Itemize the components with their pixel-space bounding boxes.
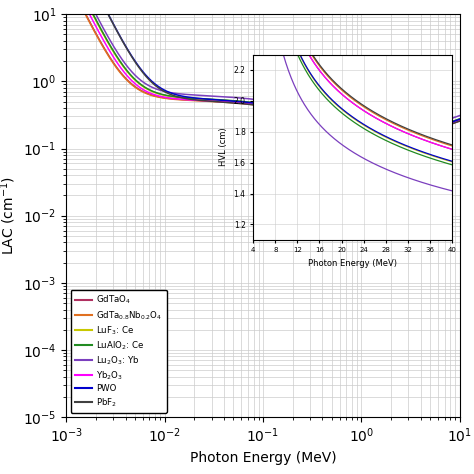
GdTa$_{0.8}$Nb$_{0.2}$O$_4$ <box>446 122 451 128</box>
Lu$_2$O$_3$: Yb: (10, 0.31): Yb: (10, 0.31) <box>457 113 463 118</box>
PWO <box>255 100 261 106</box>
Lu$_2$O$_3$: Yb: (7.69, 0.269): Yb: (7.69, 0.269) <box>446 117 451 122</box>
LuAlO$_2$: Ce: (10, 0.277): Ce: (10, 0.277) <box>457 116 463 122</box>
Line: Yb$_2$O$_3$: Yb$_2$O$_3$ <box>66 0 460 146</box>
PWO <box>457 117 463 122</box>
LuAlO$_2$: Ce: (0.0016, 15.6): Ce: (0.0016, 15.6) <box>83 0 89 4</box>
Line: GdTa$_{0.8}$Nb$_{0.2}$O$_4$: GdTa$_{0.8}$Nb$_{0.2}$O$_4$ <box>66 0 460 146</box>
PbF$_2$ <box>374 140 379 146</box>
GdTa$_{0.8}$Nb$_{0.2}$O$_4$ <box>446 122 451 128</box>
PbF$_2$ <box>446 122 451 128</box>
GdTaO$_4$ <box>446 122 451 128</box>
PbF$_2$ <box>457 118 463 124</box>
LuF$_3$: Ce: (0.0881, 0.47): Ce: (0.0881, 0.47) <box>255 100 261 106</box>
GdTaO$_4$ <box>245 101 250 107</box>
PbF$_2$ <box>391 143 396 149</box>
Line: GdTaO$_4$: GdTaO$_4$ <box>66 0 460 146</box>
PWO <box>374 138 379 144</box>
LuF$_3$: Ce: (0.069, 0.489): Ce: (0.069, 0.489) <box>245 100 250 105</box>
Yb$_2$O$_3$ <box>374 139 379 145</box>
Line: PbF$_2$: PbF$_2$ <box>66 0 460 146</box>
Y-axis label: LAC (cm$^{-1}$): LAC (cm$^{-1}$) <box>0 176 18 255</box>
Line: LuF$_3$: Ce: LuF$_3$: Ce <box>66 0 460 144</box>
GdTaO$_4$ <box>457 118 463 123</box>
Lu$_2$O$_3$: Yb: (7.65, 0.268): Yb: (7.65, 0.268) <box>446 117 451 123</box>
Yb$_2$O$_3$ <box>457 118 463 123</box>
LuAlO$_2$: Ce: (0.0881, 0.475): Ce: (0.0881, 0.475) <box>255 100 261 106</box>
Lu$_2$O$_3$: Yb: (1.41, 0.148): Yb: (1.41, 0.148) <box>374 134 379 140</box>
PbF$_2$ <box>446 122 451 128</box>
GdTaO$_4$ <box>83 13 89 18</box>
Yb$_2$O$_3$ <box>446 122 451 128</box>
PWO <box>245 100 250 105</box>
Line: LuAlO$_2$: Ce: LuAlO$_2$: Ce <box>66 0 460 144</box>
LuAlO$_2$: Ce: (7.65, 0.24): Ce: (7.65, 0.24) <box>446 120 451 126</box>
Yb$_2$O$_3$ <box>446 122 451 128</box>
Yb$_2$O$_3$ <box>391 143 396 148</box>
LuAlO$_2$: Ce: (2.11, 0.118): Ce: (2.11, 0.118) <box>391 141 396 146</box>
PbF$_2$ <box>255 102 261 108</box>
LuAlO$_2$: Ce: (7.69, 0.24): Ce: (7.69, 0.24) <box>446 120 451 126</box>
GdTaO$_4$ <box>374 139 379 145</box>
LuF$_3$: Ce: (7.69, 0.237): Ce: (7.69, 0.237) <box>446 120 451 126</box>
GdTaO$_4$ <box>446 122 451 128</box>
Legend: GdTaO$_4$, GdTa$_{0.8}$Nb$_{0.2}$O$_4$, LuF$_3$: Ce, LuAlO$_2$: Ce, Lu$_2$O$_3$:: GdTaO$_4$, GdTa$_{0.8}$Nb$_{0.2}$O$_4$, … <box>71 290 167 413</box>
PWO <box>446 120 451 126</box>
GdTa$_{0.8}$Nb$_{0.2}$O$_4$ <box>245 101 250 107</box>
LuF$_3$: Ce: (0.0016, 15.1): Ce: (0.0016, 15.1) <box>83 0 89 5</box>
Yb$_2$O$_3$ <box>83 5 89 11</box>
LuAlO$_2$: Ce: (1.41, 0.133): Ce: (1.41, 0.133) <box>374 137 379 143</box>
X-axis label: Photon Energy (MeV): Photon Energy (MeV) <box>190 451 337 465</box>
Yb$_2$O$_3$ <box>245 101 250 107</box>
Line: PWO: PWO <box>66 0 460 144</box>
LuAlO$_2$: Ce: (0.069, 0.495): Ce: (0.069, 0.495) <box>245 99 250 105</box>
PWO <box>391 141 396 147</box>
Lu$_2$O$_3$: Yb: (2.11, 0.132): Yb: (2.11, 0.132) <box>391 137 396 143</box>
PWO <box>446 120 451 126</box>
LuF$_3$: Ce: (7.65, 0.237): Ce: (7.65, 0.237) <box>446 120 451 126</box>
Lu$_2$O$_3$: Yb: (0.0881, 0.532): Yb: (0.0881, 0.532) <box>255 97 261 103</box>
Line: Lu$_2$O$_3$: Yb: Lu$_2$O$_3$: Yb <box>66 0 460 140</box>
LuF$_3$: Ce: (1.41, 0.131): Ce: (1.41, 0.131) <box>374 138 379 144</box>
PbF$_2$ <box>245 101 250 107</box>
GdTaO$_4$ <box>255 102 261 108</box>
GdTa$_{0.8}$Nb$_{0.2}$O$_4$ <box>83 14 89 19</box>
Yb$_2$O$_3$ <box>255 102 261 108</box>
GdTaO$_4$ <box>391 143 396 148</box>
LuF$_3$: Ce: (2.11, 0.117): Ce: (2.11, 0.117) <box>391 141 396 147</box>
GdTa$_{0.8}$Nb$_{0.2}$O$_4$ <box>391 143 396 149</box>
Lu$_2$O$_3$: Yb: (0.069, 0.554): Yb: (0.069, 0.554) <box>245 96 250 101</box>
GdTa$_{0.8}$Nb$_{0.2}$O$_4$ <box>457 118 463 124</box>
GdTa$_{0.8}$Nb$_{0.2}$O$_4$ <box>255 102 261 108</box>
GdTa$_{0.8}$Nb$_{0.2}$O$_4$ <box>374 140 379 146</box>
LuF$_3$: Ce: (10, 0.274): Ce: (10, 0.274) <box>457 116 463 122</box>
